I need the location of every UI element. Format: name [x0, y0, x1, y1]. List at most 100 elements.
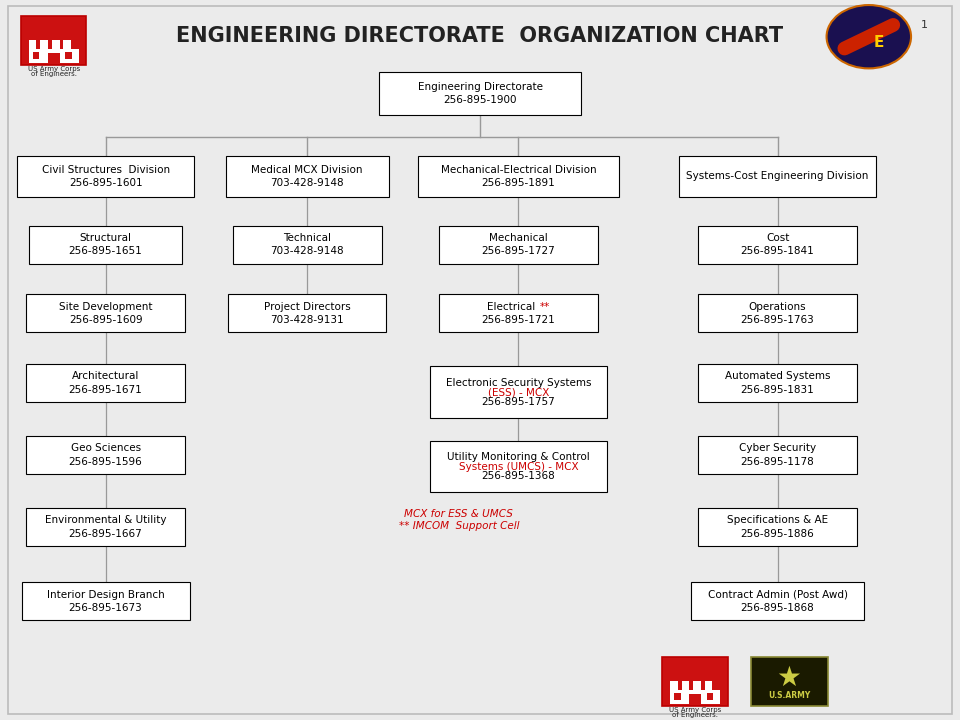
Text: Utility Monitoring & Control: Utility Monitoring & Control — [447, 452, 589, 462]
FancyBboxPatch shape — [699, 294, 857, 333]
Text: Mechanical: Mechanical — [489, 233, 548, 243]
Text: Technical: Technical — [283, 233, 331, 243]
Text: US Army Corps: US Army Corps — [669, 707, 721, 713]
Text: Specifications & AE: Specifications & AE — [727, 516, 828, 526]
Text: Engineering Directorate: Engineering Directorate — [418, 82, 542, 92]
FancyArrowPatch shape — [845, 25, 893, 48]
Text: 256-895-1609: 256-895-1609 — [69, 315, 142, 325]
FancyBboxPatch shape — [662, 657, 728, 706]
Text: Systems (UMCS) - MCX: Systems (UMCS) - MCX — [459, 462, 578, 472]
FancyBboxPatch shape — [699, 364, 857, 402]
FancyBboxPatch shape — [33, 52, 39, 59]
Text: 256-895-1368: 256-895-1368 — [482, 471, 555, 481]
Text: 256-895-1596: 256-895-1596 — [69, 456, 142, 467]
Text: Project Directors: Project Directors — [264, 302, 350, 312]
Text: 256-895-1891: 256-895-1891 — [482, 178, 555, 188]
FancyBboxPatch shape — [440, 225, 597, 264]
Text: 703-428-9148: 703-428-9148 — [271, 246, 344, 256]
Text: Cost: Cost — [766, 233, 789, 243]
FancyBboxPatch shape — [699, 225, 857, 264]
Text: MCX for ESS & UMCS: MCX for ESS & UMCS — [404, 509, 514, 519]
FancyBboxPatch shape — [674, 693, 681, 700]
Text: Automated Systems: Automated Systems — [725, 372, 830, 382]
FancyBboxPatch shape — [691, 582, 864, 620]
Circle shape — [827, 5, 911, 68]
Text: 256-895-1178: 256-895-1178 — [741, 456, 814, 467]
Text: of Engineers.: of Engineers. — [672, 712, 718, 718]
Text: 1: 1 — [921, 20, 928, 30]
Text: 256-895-1721: 256-895-1721 — [482, 315, 555, 325]
FancyBboxPatch shape — [682, 681, 689, 691]
Text: 256-895-1763: 256-895-1763 — [741, 315, 814, 325]
FancyBboxPatch shape — [29, 40, 36, 50]
Text: Geo Sciences: Geo Sciences — [70, 444, 141, 454]
FancyBboxPatch shape — [707, 693, 713, 700]
FancyBboxPatch shape — [22, 582, 190, 620]
Text: Environmental & Utility: Environmental & Utility — [45, 516, 166, 526]
Text: 256-895-1727: 256-895-1727 — [482, 246, 555, 256]
Text: Systems-Cost Engineering Division: Systems-Cost Engineering Division — [686, 171, 869, 181]
Text: 256-895-1900: 256-895-1900 — [444, 95, 516, 105]
Text: **: ** — [540, 302, 550, 312]
Text: 256-895-1841: 256-895-1841 — [741, 246, 814, 256]
FancyBboxPatch shape — [63, 40, 71, 50]
Text: (ESS) - MCX: (ESS) - MCX — [488, 387, 549, 397]
FancyBboxPatch shape — [26, 436, 184, 474]
FancyBboxPatch shape — [670, 690, 720, 704]
FancyBboxPatch shape — [48, 53, 60, 63]
FancyBboxPatch shape — [379, 72, 581, 115]
Text: 256-895-1757: 256-895-1757 — [482, 397, 555, 407]
FancyBboxPatch shape — [29, 225, 182, 264]
FancyBboxPatch shape — [52, 40, 60, 50]
FancyBboxPatch shape — [65, 52, 72, 59]
Text: E: E — [874, 35, 883, 50]
Text: 256-895-1651: 256-895-1651 — [69, 246, 142, 256]
FancyBboxPatch shape — [21, 16, 86, 65]
Text: Medical MCX Division: Medical MCX Division — [252, 165, 363, 175]
FancyBboxPatch shape — [680, 156, 876, 197]
FancyBboxPatch shape — [17, 156, 194, 197]
Text: U.S.ARMY: U.S.ARMY — [768, 691, 810, 700]
Text: Contract Admin (Post Awd): Contract Admin (Post Awd) — [708, 590, 848, 600]
FancyBboxPatch shape — [40, 40, 48, 50]
Text: 256-895-1673: 256-895-1673 — [69, 603, 142, 613]
FancyBboxPatch shape — [705, 681, 712, 691]
Text: 703-428-9148: 703-428-9148 — [271, 178, 344, 188]
Text: 256-895-1831: 256-895-1831 — [741, 384, 814, 395]
Text: 256-895-1671: 256-895-1671 — [69, 384, 142, 395]
Text: Site Development: Site Development — [59, 302, 153, 312]
FancyBboxPatch shape — [26, 294, 184, 333]
FancyBboxPatch shape — [228, 294, 386, 333]
Text: 256-895-1886: 256-895-1886 — [741, 528, 814, 539]
Text: of Engineers.: of Engineers. — [31, 71, 77, 77]
FancyBboxPatch shape — [226, 156, 389, 197]
FancyBboxPatch shape — [751, 657, 828, 706]
Text: ** IMCOM  Support Cell: ** IMCOM Support Cell — [398, 521, 519, 531]
FancyBboxPatch shape — [670, 681, 678, 691]
FancyBboxPatch shape — [29, 49, 79, 63]
Text: Civil Structures  Division: Civil Structures Division — [41, 165, 170, 175]
FancyBboxPatch shape — [232, 225, 381, 264]
Text: Operations: Operations — [749, 302, 806, 312]
FancyBboxPatch shape — [26, 364, 184, 402]
Text: Interior Design Branch: Interior Design Branch — [47, 590, 164, 600]
Text: 256-895-1601: 256-895-1601 — [69, 178, 142, 188]
Text: ENGINEERING DIRECTORATE  ORGANIZATION CHART: ENGINEERING DIRECTORATE ORGANIZATION CHA… — [177, 26, 783, 46]
FancyBboxPatch shape — [699, 436, 857, 474]
FancyBboxPatch shape — [699, 508, 857, 546]
FancyBboxPatch shape — [693, 681, 701, 691]
Text: 703-428-9131: 703-428-9131 — [271, 315, 344, 325]
Text: Electrical: Electrical — [487, 302, 535, 312]
Text: Mechanical-Electrical Division: Mechanical-Electrical Division — [441, 165, 596, 175]
Text: Electronic Security Systems: Electronic Security Systems — [445, 378, 591, 388]
Text: US Army Corps: US Army Corps — [28, 66, 80, 72]
Text: 256-895-1667: 256-895-1667 — [69, 528, 142, 539]
Circle shape — [833, 10, 904, 63]
FancyBboxPatch shape — [440, 294, 597, 333]
Text: Structural: Structural — [80, 233, 132, 243]
FancyBboxPatch shape — [418, 156, 619, 197]
Text: ★: ★ — [777, 665, 802, 692]
FancyBboxPatch shape — [430, 441, 608, 492]
Text: 256-895-1868: 256-895-1868 — [741, 603, 814, 613]
FancyBboxPatch shape — [689, 694, 701, 704]
